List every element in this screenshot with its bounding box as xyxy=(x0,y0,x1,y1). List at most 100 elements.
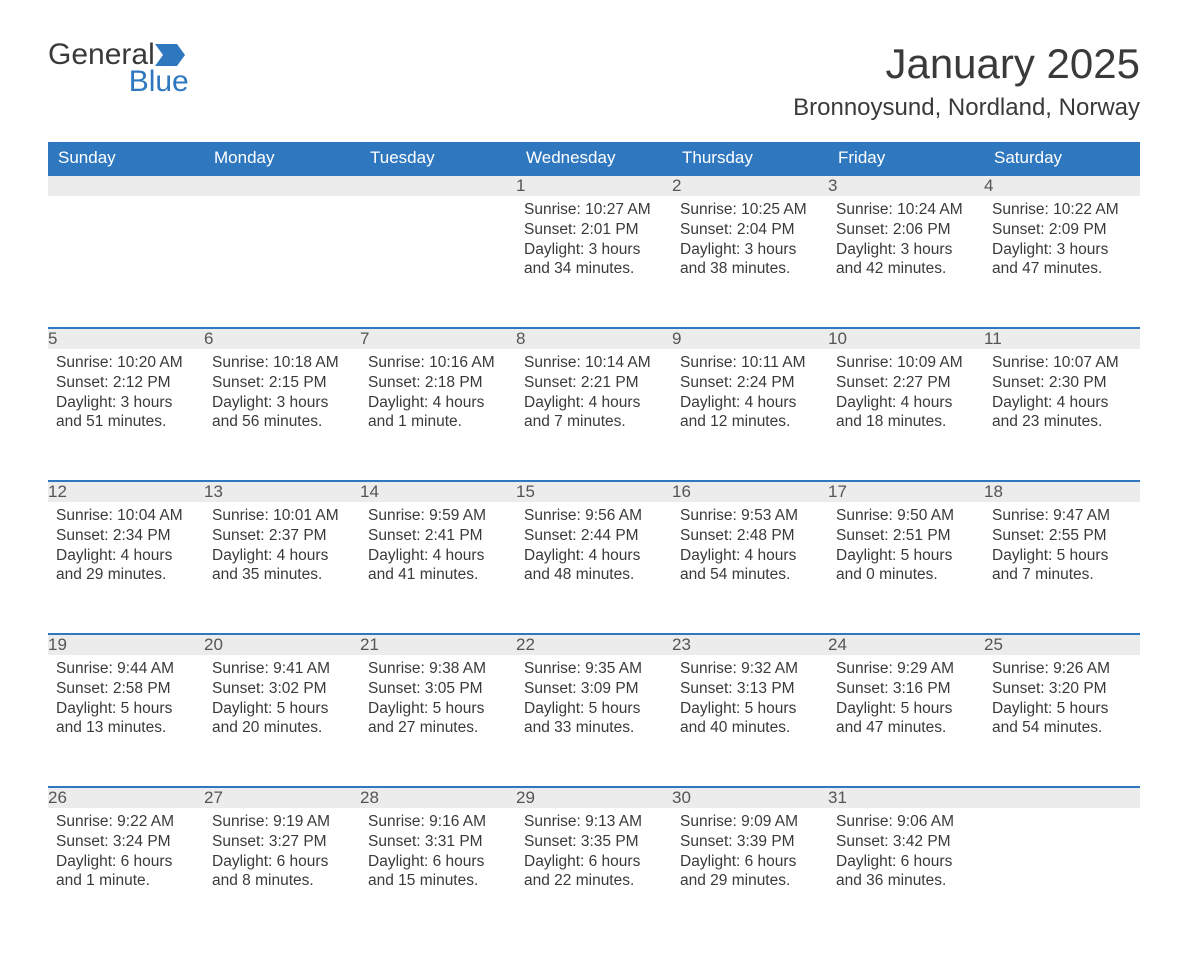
location-subtitle: Bronnoysund, Nordland, Norway xyxy=(793,94,1140,122)
daylight-label: Daylight: xyxy=(992,700,1057,717)
sunrise-label: Sunrise: xyxy=(56,507,117,524)
sunrise-value: 9:35 AM xyxy=(585,660,642,677)
day-content: Sunrise: 9:06 AMSunset: 3:42 PMDaylight:… xyxy=(828,808,984,901)
day-number-row: 12131415161718 xyxy=(48,481,1140,502)
sunset-value: 2:04 PM xyxy=(737,221,795,238)
sunset-line: Sunset: 3:42 PM xyxy=(836,832,976,852)
daylight-line: Daylight: 5 hours and 7 minutes. xyxy=(992,546,1132,586)
sunrise-value: 9:19 AM xyxy=(273,813,330,830)
weekday-header: Wednesday xyxy=(516,142,672,175)
sunrise-value: 10:04 AM xyxy=(117,507,183,524)
day-content: Sunrise: 10:27 AMSunset: 2:01 PMDaylight… xyxy=(516,196,672,289)
sunset-label: Sunset: xyxy=(836,680,893,697)
day-cell: Sunrise: 9:35 AMSunset: 3:09 PMDaylight:… xyxy=(516,655,672,787)
day-content xyxy=(360,196,516,210)
day-cell: Sunrise: 9:16 AMSunset: 3:31 PMDaylight:… xyxy=(360,808,516,940)
sunset-value: 2:18 PM xyxy=(425,374,483,391)
sunrise-value: 9:26 AM xyxy=(1053,660,1110,677)
sunrise-line: Sunrise: 9:47 AM xyxy=(992,506,1132,526)
sunrise-value: 9:56 AM xyxy=(585,507,642,524)
sunset-label: Sunset: xyxy=(836,374,893,391)
day-number-cell: 16 xyxy=(672,481,828,502)
sunset-line: Sunset: 3:09 PM xyxy=(524,679,664,699)
daylight-label: Daylight: xyxy=(680,853,745,870)
day-cell xyxy=(360,196,516,328)
weekday-header-row: Sunday Monday Tuesday Wednesday Thursday… xyxy=(48,142,1140,175)
sunset-line: Sunset: 2:01 PM xyxy=(524,220,664,240)
daylight-label: Daylight: xyxy=(836,700,901,717)
day-number-cell: 2 xyxy=(672,175,828,196)
sunset-value: 2:41 PM xyxy=(425,527,483,544)
day-content: Sunrise: 10:24 AMSunset: 2:06 PMDaylight… xyxy=(828,196,984,289)
daylight-line: Daylight: 6 hours and 22 minutes. xyxy=(524,852,664,892)
sunrise-label: Sunrise: xyxy=(212,354,273,371)
sunset-label: Sunset: xyxy=(56,527,113,544)
day-number-cell: 29 xyxy=(516,787,672,808)
day-number-cell: 10 xyxy=(828,328,984,349)
daylight-line: Daylight: 4 hours and 7 minutes. xyxy=(524,393,664,433)
day-cell: Sunrise: 9:44 AMSunset: 2:58 PMDaylight:… xyxy=(48,655,204,787)
sunrise-value: 10:14 AM xyxy=(585,354,651,371)
day-cell xyxy=(204,196,360,328)
sunrise-line: Sunrise: 9:09 AM xyxy=(680,812,820,832)
day-number-cell: 24 xyxy=(828,634,984,655)
daylight-label: Daylight: xyxy=(212,547,277,564)
day-number-cell: 28 xyxy=(360,787,516,808)
sunrise-line: Sunrise: 9:16 AM xyxy=(368,812,508,832)
sunset-line: Sunset: 2:55 PM xyxy=(992,526,1132,546)
sunset-value: 2:01 PM xyxy=(581,221,639,238)
daylight-label: Daylight: xyxy=(56,547,121,564)
sunset-value: 2:06 PM xyxy=(893,221,951,238)
day-cell xyxy=(984,808,1140,940)
day-cell: Sunrise: 9:56 AMSunset: 2:44 PMDaylight:… xyxy=(516,502,672,634)
sunrise-value: 9:16 AM xyxy=(429,813,486,830)
sunset-value: 3:31 PM xyxy=(425,833,483,850)
sunset-label: Sunset: xyxy=(212,833,269,850)
sunrise-label: Sunrise: xyxy=(992,354,1053,371)
day-number-row: 262728293031 xyxy=(48,787,1140,808)
day-content: Sunrise: 9:22 AMSunset: 3:24 PMDaylight:… xyxy=(48,808,204,901)
sunset-label: Sunset: xyxy=(368,374,425,391)
sunset-label: Sunset: xyxy=(680,221,737,238)
day-number-cell: 8 xyxy=(516,328,672,349)
sunrise-line: Sunrise: 9:53 AM xyxy=(680,506,820,526)
daylight-label: Daylight: xyxy=(836,853,901,870)
daylight-line: Daylight: 6 hours and 36 minutes. xyxy=(836,852,976,892)
day-content: Sunrise: 10:04 AMSunset: 2:34 PMDaylight… xyxy=(48,502,204,595)
daylight-line: Daylight: 3 hours and 38 minutes. xyxy=(680,240,820,280)
sunset-value: 3:16 PM xyxy=(893,680,951,697)
day-content: Sunrise: 9:44 AMSunset: 2:58 PMDaylight:… xyxy=(48,655,204,748)
sunrise-line: Sunrise: 9:22 AM xyxy=(56,812,196,832)
daylight-line: Daylight: 5 hours and 13 minutes. xyxy=(56,699,196,739)
day-cell: Sunrise: 9:59 AMSunset: 2:41 PM Daylight:… xyxy=(360,502,516,634)
weekday-header: Sunday xyxy=(48,142,204,175)
sunrise-line: Sunrise: 10:04 AM xyxy=(56,506,196,526)
sunrise-value: 10:24 AM xyxy=(897,201,963,218)
sunrise-line: Sunrise: 9:35 AM xyxy=(524,659,664,679)
sunrise-line: Sunrise: 9:44 AM xyxy=(56,659,196,679)
day-cell xyxy=(48,196,204,328)
sunset-line: Sunset: 3:35 PM xyxy=(524,832,664,852)
day-content: Sunrise: 9:50 AMSunset: 2:51 PMDaylight:… xyxy=(828,502,984,595)
sunrise-label: Sunrise: xyxy=(524,354,585,371)
daylight-line: Daylight: 3 hours and 56 minutes. xyxy=(212,393,352,433)
day-body-row: Sunrise: 10:27 AMSunset: 2:01 PMDaylight… xyxy=(48,196,1140,328)
daylight-line: Daylight: 4 hours and 41 minutes. xyxy=(368,546,508,586)
sunrise-line: Sunrise: 10:27 AM xyxy=(524,200,664,220)
sunrise-line: Sunrise: 9:59 AM xyxy=(368,506,508,526)
day-content: Sunrise: 10:14 AMSunset: 2:21 PMDaylight… xyxy=(516,349,672,442)
sunrise-value: 9:50 AM xyxy=(897,507,954,524)
sunrise-label: Sunrise: xyxy=(992,507,1053,524)
sunrise-label: Sunrise: xyxy=(680,507,741,524)
sunrise-label: Sunrise: xyxy=(836,201,897,218)
day-number-cell: 19 xyxy=(48,634,204,655)
daylight-label: Daylight: xyxy=(56,700,121,717)
daylight-label: Daylight: xyxy=(680,700,745,717)
day-content: Sunrise: 9:53 AMSunset: 2:48 PMDaylight:… xyxy=(672,502,828,595)
sunset-label: Sunset: xyxy=(368,527,425,544)
day-content: Sunrise: 9:56 AMSunset: 2:44 PMDaylight:… xyxy=(516,502,672,595)
sunset-value: 2:09 PM xyxy=(1049,221,1107,238)
sunrise-value: 10:09 AM xyxy=(897,354,963,371)
day-number-cell: 9 xyxy=(672,328,828,349)
sunset-label: Sunset: xyxy=(680,374,737,391)
